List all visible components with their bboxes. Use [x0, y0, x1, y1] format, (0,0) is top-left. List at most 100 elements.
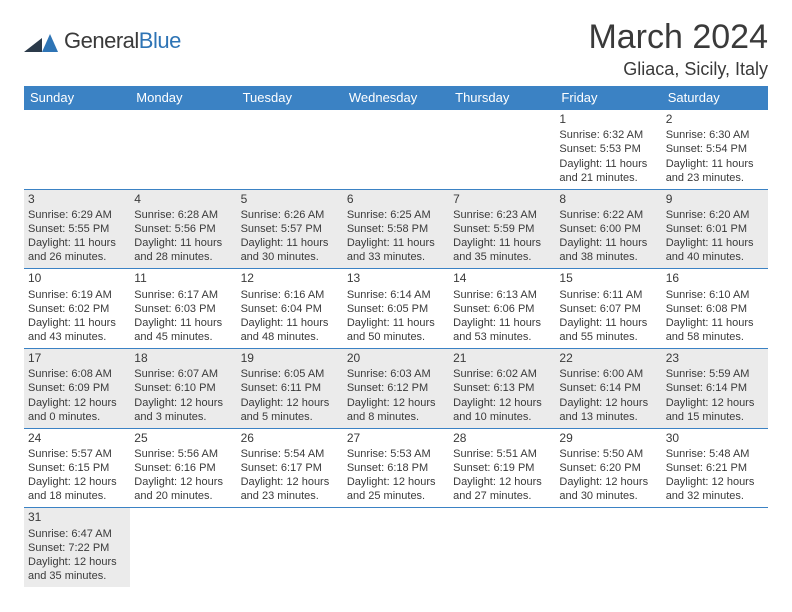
day-number: 10 [28, 271, 126, 286]
calendar-day-cell: 14Sunrise: 6:13 AMSunset: 6:06 PMDayligh… [449, 269, 555, 349]
calendar-day-cell: 11Sunrise: 6:17 AMSunset: 6:03 PMDayligh… [130, 269, 236, 349]
sunrise-text: Sunrise: 6:29 AM [28, 208, 126, 222]
calendar-day-cell [343, 508, 449, 587]
weekday-heading: Wednesday [343, 86, 449, 110]
calendar-day-cell [130, 110, 236, 189]
daylight-text: Daylight: 12 hours and 23 minutes. [241, 475, 339, 503]
sunset-text: Sunset: 6:07 PM [559, 302, 657, 316]
daylight-text: Daylight: 11 hours and 40 minutes. [666, 236, 764, 264]
sunrise-text: Sunrise: 6:17 AM [134, 288, 232, 302]
day-number: 18 [134, 351, 232, 366]
day-number: 1 [559, 112, 657, 127]
sunset-text: Sunset: 5:58 PM [347, 222, 445, 236]
day-number: 14 [453, 271, 551, 286]
day-number: 16 [666, 271, 764, 286]
daylight-text: Daylight: 11 hours and 26 minutes. [28, 236, 126, 264]
day-number: 31 [28, 510, 126, 525]
sunset-text: Sunset: 6:17 PM [241, 461, 339, 475]
day-number: 3 [28, 192, 126, 207]
daylight-text: Daylight: 11 hours and 43 minutes. [28, 316, 126, 344]
sunset-text: Sunset: 6:01 PM [666, 222, 764, 236]
sunset-text: Sunset: 6:12 PM [347, 381, 445, 395]
daylight-text: Daylight: 12 hours and 13 minutes. [559, 396, 657, 424]
calendar-day-cell: 30Sunrise: 5:48 AMSunset: 6:21 PMDayligh… [662, 428, 768, 508]
sunset-text: Sunset: 6:10 PM [134, 381, 232, 395]
day-number: 11 [134, 271, 232, 286]
sunrise-text: Sunrise: 6:30 AM [666, 128, 764, 142]
sunrise-text: Sunrise: 6:05 AM [241, 367, 339, 381]
daylight-text: Daylight: 11 hours and 53 minutes. [453, 316, 551, 344]
calendar-day-cell [24, 110, 130, 189]
daylight-text: Daylight: 12 hours and 35 minutes. [28, 555, 126, 583]
sunset-text: Sunset: 5:55 PM [28, 222, 126, 236]
day-number: 21 [453, 351, 551, 366]
calendar-day-cell [237, 508, 343, 587]
day-number: 17 [28, 351, 126, 366]
calendar-day-cell: 8Sunrise: 6:22 AMSunset: 6:00 PMDaylight… [555, 189, 661, 269]
calendar-day-cell [449, 508, 555, 587]
day-number: 9 [666, 192, 764, 207]
sunset-text: Sunset: 6:19 PM [453, 461, 551, 475]
sunset-text: Sunset: 6:05 PM [347, 302, 445, 316]
title-block: March 2024 Gliaca, Sicily, Italy [588, 18, 768, 80]
daylight-text: Daylight: 11 hours and 55 minutes. [559, 316, 657, 344]
sunset-text: Sunset: 6:00 PM [559, 222, 657, 236]
day-number: 23 [666, 351, 764, 366]
weekday-heading: Saturday [662, 86, 768, 110]
day-number: 5 [241, 192, 339, 207]
day-number: 25 [134, 431, 232, 446]
sunset-text: Sunset: 5:56 PM [134, 222, 232, 236]
daylight-text: Daylight: 12 hours and 25 minutes. [347, 475, 445, 503]
calendar-day-cell: 28Sunrise: 5:51 AMSunset: 6:19 PMDayligh… [449, 428, 555, 508]
calendar-day-cell: 27Sunrise: 5:53 AMSunset: 6:18 PMDayligh… [343, 428, 449, 508]
month-title: March 2024 [588, 18, 768, 57]
calendar-day-cell: 2Sunrise: 6:30 AMSunset: 5:54 PMDaylight… [662, 110, 768, 189]
sunrise-text: Sunrise: 5:51 AM [453, 447, 551, 461]
day-number: 4 [134, 192, 232, 207]
daylight-text: Daylight: 11 hours and 38 minutes. [559, 236, 657, 264]
day-number: 19 [241, 351, 339, 366]
day-number: 24 [28, 431, 126, 446]
logo: GeneralBlue [24, 28, 181, 54]
calendar-day-cell: 10 Sunrise: 6:19 AMSunset: 6:02 PMDayligh… [24, 269, 130, 349]
sunrise-text: Sunrise: 5:48 AM [666, 447, 764, 461]
sunrise-text: Sunrise: 5:54 AM [241, 447, 339, 461]
sunrise-text: Sunrise: 5:57 AM [28, 447, 126, 461]
day-number: 13 [347, 271, 445, 286]
sunrise-text: Sunrise: 6:23 AM [453, 208, 551, 222]
calendar-day-cell: 12Sunrise: 6:16 AMSunset: 6:04 PMDayligh… [237, 269, 343, 349]
sunrise-text: Sunrise: 5:56 AM [134, 447, 232, 461]
calendar-day-cell: 9Sunrise: 6:20 AMSunset: 6:01 PMDaylight… [662, 189, 768, 269]
sunset-text: Sunset: 6:02 PM [28, 302, 126, 316]
sunset-text: Sunset: 6:18 PM [347, 461, 445, 475]
daylight-text: Daylight: 12 hours and 8 minutes. [347, 396, 445, 424]
sunset-text: Sunset: 6:08 PM [666, 302, 764, 316]
sunset-text: Sunset: 6:09 PM [28, 381, 126, 395]
calendar-day-cell: 25Sunrise: 5:56 AMSunset: 6:16 PMDayligh… [130, 428, 236, 508]
calendar-day-cell: 4Sunrise: 6:28 AMSunset: 5:56 PMDaylight… [130, 189, 236, 269]
calendar-day-cell: 18Sunrise: 6:07 AMSunset: 6:10 PMDayligh… [130, 349, 236, 429]
day-number: 28 [453, 431, 551, 446]
day-number: 15 [559, 271, 657, 286]
sunrise-text: Sunrise: 6:14 AM [347, 288, 445, 302]
calendar-day-cell: 24Sunrise: 5:57 AMSunset: 6:15 PMDayligh… [24, 428, 130, 508]
sunset-text: Sunset: 6:20 PM [559, 461, 657, 475]
sunset-text: Sunset: 5:54 PM [666, 142, 764, 156]
day-number: 22 [559, 351, 657, 366]
location-subtitle: Gliaca, Sicily, Italy [588, 59, 768, 80]
calendar-body: 1Sunrise: 6:32 AMSunset: 5:53 PMDaylight… [24, 110, 768, 587]
daylight-text: Daylight: 11 hours and 28 minutes. [134, 236, 232, 264]
sunrise-text: Sunrise: 6:19 AM [28, 288, 126, 302]
daylight-text: Daylight: 12 hours and 3 minutes. [134, 396, 232, 424]
daylight-text: Daylight: 12 hours and 18 minutes. [28, 475, 126, 503]
daylight-text: Daylight: 12 hours and 32 minutes. [666, 475, 764, 503]
sunset-text: Sunset: 5:59 PM [453, 222, 551, 236]
daylight-text: Daylight: 11 hours and 45 minutes. [134, 316, 232, 344]
day-number: 29 [559, 431, 657, 446]
sunset-text: Sunset: 6:15 PM [28, 461, 126, 475]
calendar-day-cell: 31Sunrise: 6:47 AMSunset: 7:22 PMDayligh… [24, 508, 130, 587]
daylight-text: Daylight: 12 hours and 20 minutes. [134, 475, 232, 503]
sunset-text: Sunset: 7:22 PM [28, 541, 126, 555]
calendar-day-cell: 17Sunrise: 6:08 AMSunset: 6:09 PMDayligh… [24, 349, 130, 429]
sunrise-text: Sunrise: 5:50 AM [559, 447, 657, 461]
